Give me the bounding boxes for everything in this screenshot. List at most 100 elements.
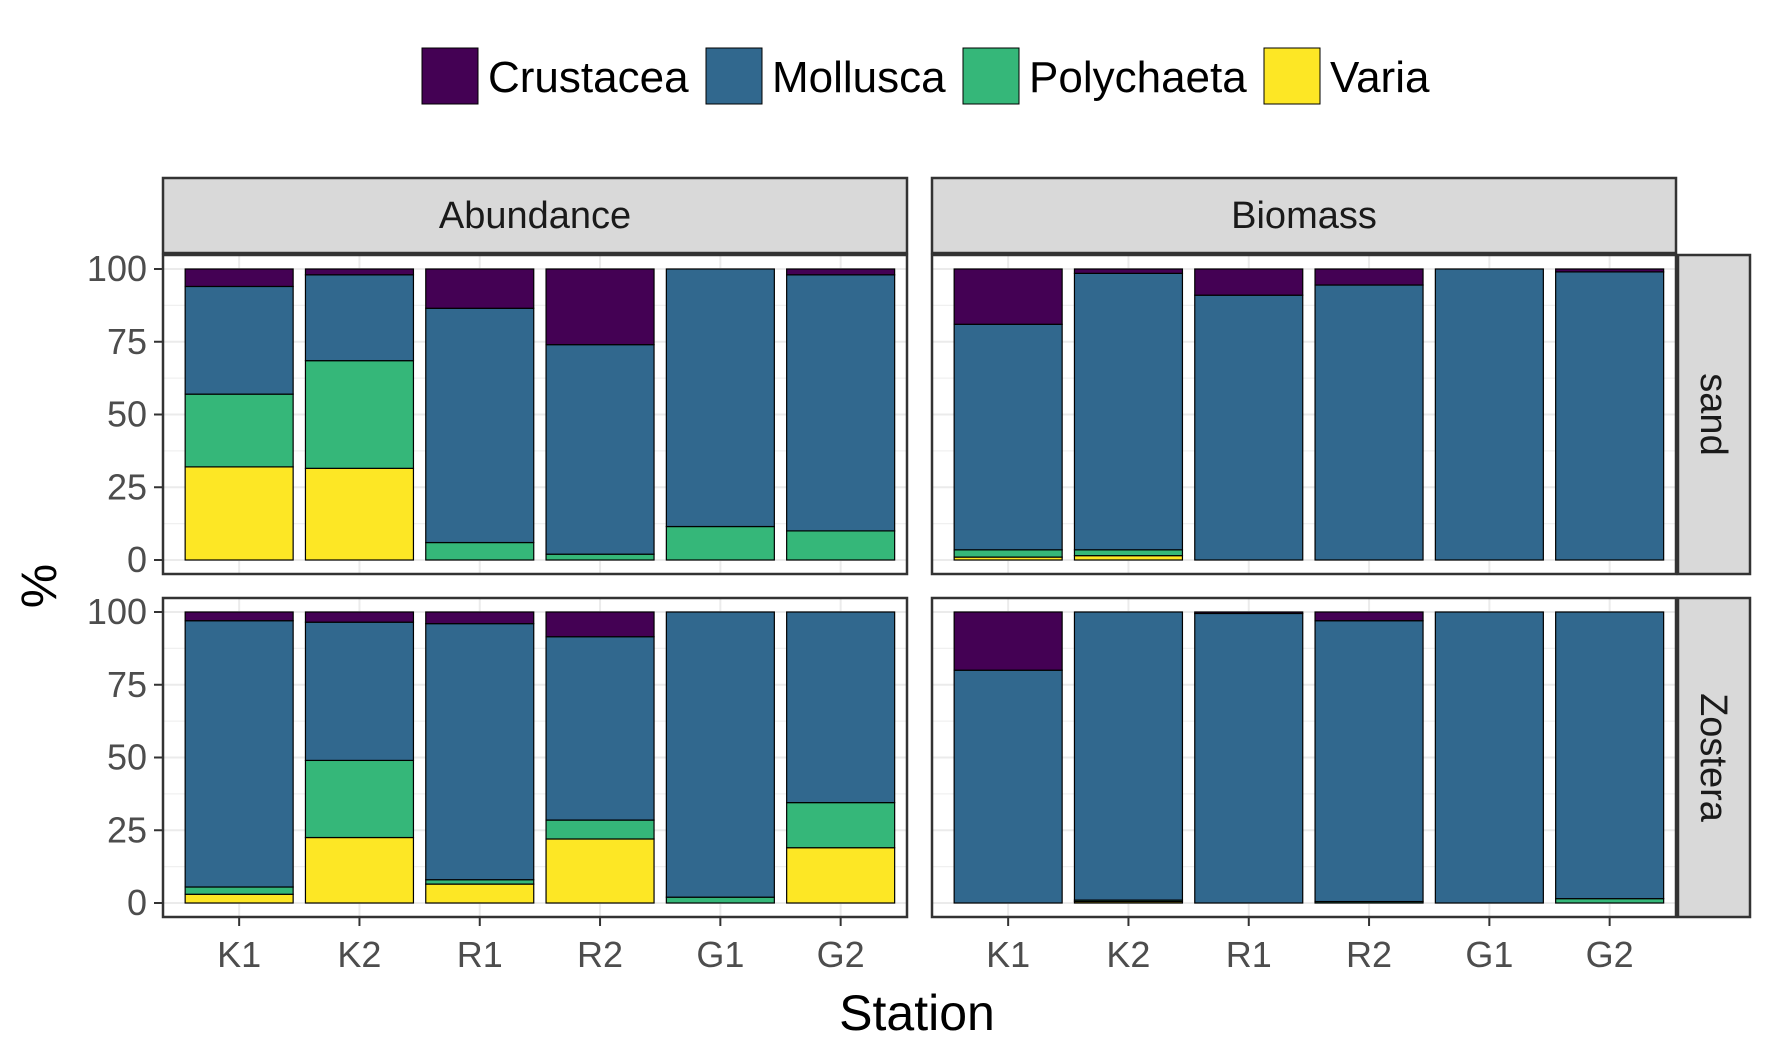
bar-g2-polychaeta [786, 530, 896, 561]
strip-biomass [930, 176, 1678, 255]
bar-k1-crustacea [184, 611, 294, 622]
strip-zostera [1676, 596, 1752, 919]
bar-g1-mollusca [1434, 611, 1544, 904]
bar-r2-mollusca [1314, 620, 1424, 903]
bar-k2-crustacea [304, 611, 415, 623]
x-tick-label-g2: G2 [817, 934, 865, 975]
strip-label-abundance: Abundance [439, 195, 631, 237]
y-axis-title: % [11, 564, 67, 608]
legend-key-varia [1263, 47, 1321, 105]
bar-r1-crustacea [1194, 611, 1304, 615]
y-tick-label: 0 [127, 539, 147, 580]
bar-r2-polychaeta [545, 553, 655, 561]
bar-k1-varia [184, 893, 294, 904]
strip-sand [1676, 253, 1752, 576]
panel-abundance-sand [161, 253, 909, 576]
bar-k2-mollusca [304, 621, 415, 762]
panel-border [930, 253, 1678, 576]
bar-r1-mollusca [1194, 612, 1304, 904]
bar-r1-crustacea [425, 611, 535, 625]
bar-k1-polychaeta [184, 393, 294, 468]
bar-k1-mollusca [184, 285, 294, 395]
legend-label-varia: Varia [1330, 53, 1430, 102]
bar-g1-mollusca [1434, 268, 1544, 561]
y-tick-label: 0 [127, 882, 147, 923]
bar-r1-mollusca [425, 307, 535, 544]
bar-r1-mollusca [1194, 294, 1304, 561]
bar-r2-mollusca [545, 636, 655, 821]
bar-g2-mollusca [1555, 611, 1665, 900]
panel-biomass-zostera [930, 596, 1678, 919]
x-axis: K1 K2 R1 R2 G1 G2 K1 K2 R1 R2 G1 G2 [217, 917, 1634, 975]
x-tick-label-g1: G1 [1465, 934, 1513, 975]
y-tick-label: 75 [107, 664, 147, 705]
bar-r1-mollusca [425, 623, 535, 881]
bar-g2-crustacea [786, 268, 896, 276]
bar-g1-mollusca [665, 268, 775, 528]
strip-label-zostera: Zostera [1692, 693, 1734, 823]
bar-r2-mollusca [1314, 284, 1424, 561]
bar-k2-crustacea [304, 268, 415, 276]
legend-label-crustacea: Crustacea [488, 53, 689, 102]
bar-g2-polychaeta [786, 802, 896, 849]
bar-r1-polychaeta [425, 541, 535, 561]
panel-border [930, 596, 1678, 919]
bar-k2-crustacea [1073, 268, 1184, 274]
x-tick-label-r1: R1 [457, 934, 503, 975]
x-tick-label-r2: R2 [577, 934, 623, 975]
bar-g2-mollusca [786, 274, 896, 532]
strip-abundance [161, 176, 909, 255]
bar-k1-varia [184, 466, 294, 561]
bar-k2-varia [304, 836, 415, 904]
bar-g2-crustacea [1555, 268, 1665, 273]
y-tick-label: 25 [107, 809, 147, 850]
bar-k2-polychaeta [304, 759, 415, 839]
bar-g2-varia [786, 847, 896, 904]
x-tick-label-r2: R2 [1346, 934, 1392, 975]
bar-g2-polychaeta [1555, 898, 1665, 904]
legend: Crustacea Mollusca Polychaeta Varia [421, 47, 1430, 105]
bar-r2-crustacea [1314, 268, 1424, 286]
bar-r2-mollusca [545, 344, 655, 555]
bar-g1-mollusca [665, 611, 775, 898]
bar-g1-polychaeta [665, 896, 775, 904]
bar-r1-polychaeta [425, 879, 535, 885]
bar-k1-mollusca [953, 323, 1063, 551]
bar-k1-crustacea [953, 268, 1063, 325]
bar-k1-mollusca [184, 620, 294, 888]
legend-key-mollusca [705, 47, 763, 105]
bar-g2-mollusca [1555, 271, 1665, 561]
bar-k1-crustacea [953, 611, 1063, 671]
bar-k1-polychaeta [953, 549, 1063, 558]
bar-r2-varia [545, 838, 655, 904]
y-tick-label: 25 [107, 466, 147, 507]
bar-r2-crustacea [545, 268, 655, 346]
legend-label-polychaeta: Polychaeta [1029, 53, 1247, 102]
bar-r2-crustacea [545, 611, 655, 638]
bar-k2-mollusca [304, 274, 415, 362]
bar-k2-varia [1073, 555, 1184, 561]
bar-k2-mollusca [1073, 272, 1184, 551]
y-tick-label: 50 [107, 737, 147, 778]
legend-label-mollusca: Mollusca [772, 53, 946, 102]
bar-k1-polychaeta [184, 886, 294, 895]
legend-key-crustacea [421, 47, 479, 105]
bar-k1-crustacea [184, 268, 294, 288]
y-tick-label: 50 [107, 394, 147, 435]
bar-r1-crustacea [425, 268, 535, 309]
panel-abundance-zostera [161, 596, 909, 919]
bar-k2-polychaeta [1073, 549, 1184, 557]
y-axis: 0 25 50 75 100 0 25 50 75 100 [87, 248, 163, 923]
strip-label-biomass: Biomass [1231, 195, 1377, 237]
x-axis-title: Station [839, 985, 995, 1041]
x-tick-label-g1: G1 [696, 934, 744, 975]
legend-key-polychaeta [962, 47, 1020, 105]
bar-r1-varia [425, 883, 535, 904]
bar-k2-polychaeta [304, 360, 415, 469]
bar-g1-polychaeta [665, 525, 775, 561]
bar-g2-mollusca [786, 611, 896, 804]
bar-k2-mollusca [1073, 611, 1184, 901]
bar-r2-polychaeta [545, 819, 655, 840]
plot-panels [161, 253, 1678, 919]
